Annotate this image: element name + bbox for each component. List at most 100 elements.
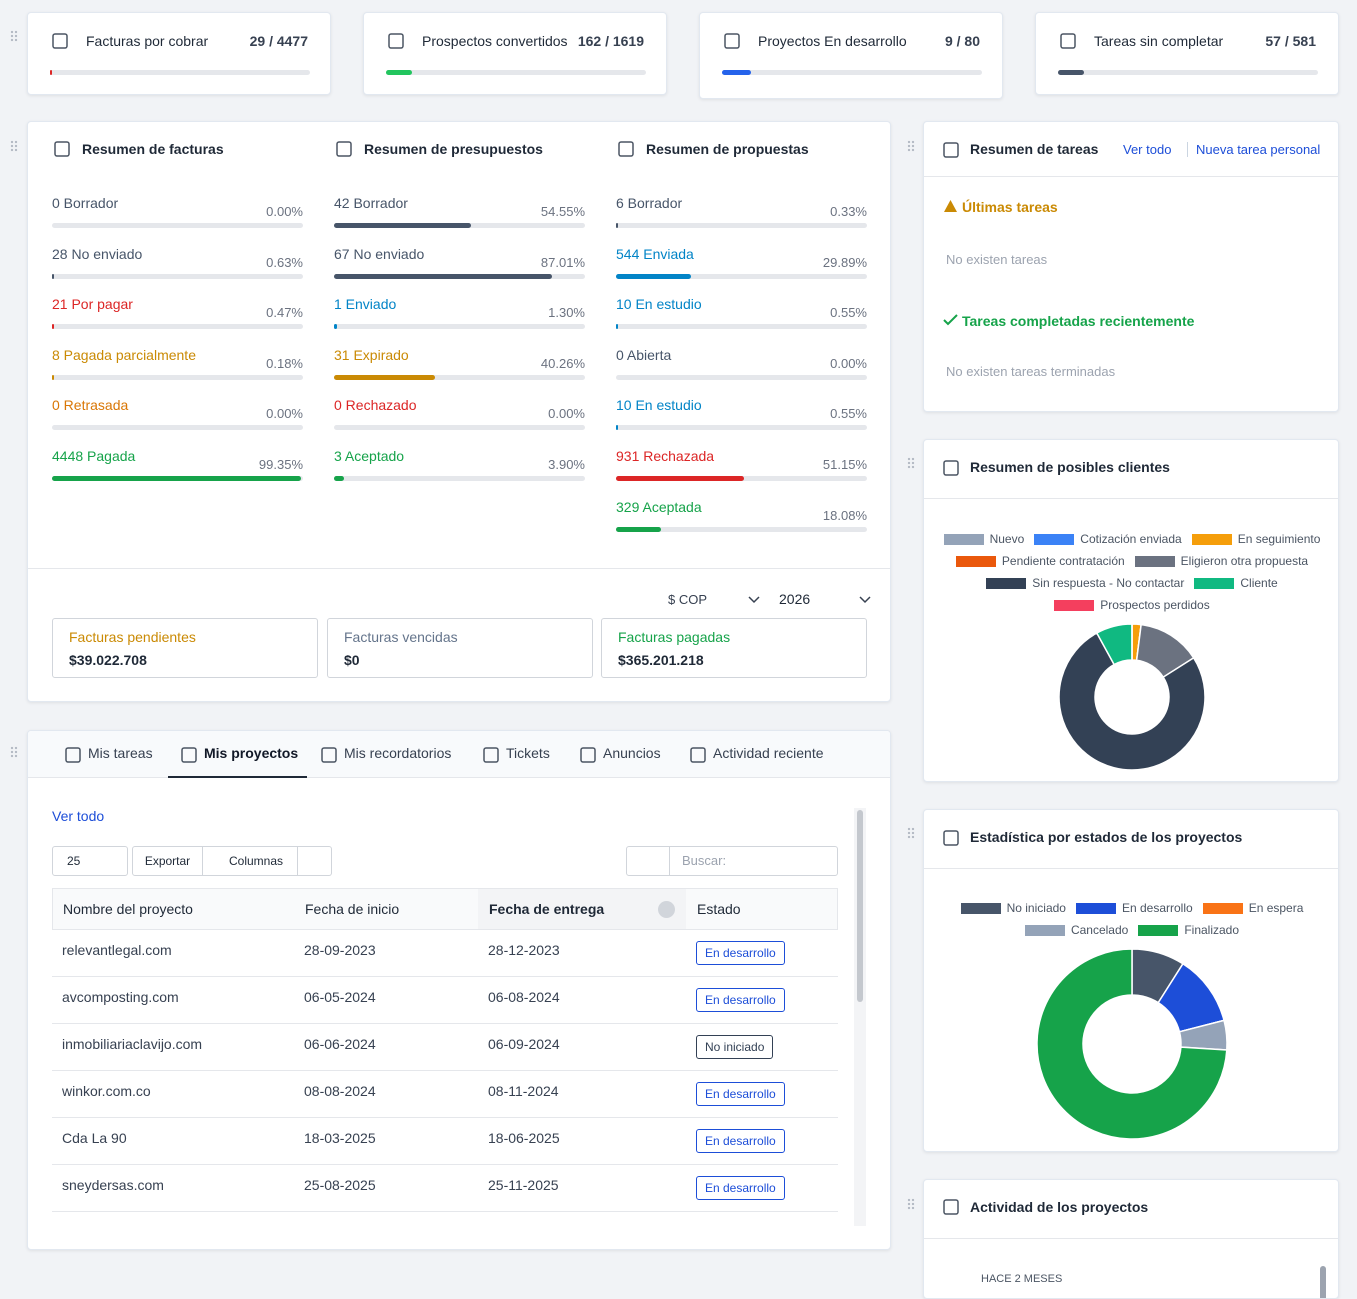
tab[interactable]: Mis recordatorios (344, 745, 452, 761)
icon-shape (52, 33, 68, 49)
status-label: 0 Rechazado (334, 397, 417, 414)
legend-swatch (1134, 555, 1175, 567)
export-button[interactable]: Exportar (132, 846, 203, 876)
total-box: Facturas pendientes $39.022.708 (52, 618, 318, 678)
scroll-thumb (857, 810, 863, 1002)
search-input[interactable]: Buscar: (669, 846, 838, 876)
status-label: 67 No enviado (334, 245, 425, 262)
legend-swatch (943, 533, 984, 545)
legend-swatch (986, 577, 1027, 589)
divider (924, 498, 1338, 499)
table-cell: relevantlegal.com (62, 942, 172, 958)
total-box: Facturas vencidas $0 (327, 618, 593, 678)
status-percent: 0.00% (830, 355, 867, 371)
tasks-panel: Resumen de tareas Ver todo Nueva tarea per… (923, 121, 1339, 412)
status-bar (334, 374, 436, 380)
icon-shape (181, 747, 197, 763)
icon-shape (65, 747, 81, 763)
legend-item: Eligieron otra propuesta (1134, 553, 1309, 569)
icon-shape (483, 747, 499, 763)
summary-panel: Resumen de facturas 0 Borrador 0.00% 28 No … (27, 121, 891, 702)
summary-title: Resumen de propuestas (646, 141, 809, 157)
year-select[interactable]: 2026 (779, 591, 811, 607)
icon (724, 33, 740, 49)
tab[interactable]: Tickets (506, 745, 550, 761)
tab-underline (168, 776, 307, 778)
legend-label: Eligieron otra propuesta (1180, 554, 1309, 568)
status-percent: 1.30% (548, 305, 585, 321)
icon-shape (943, 830, 959, 846)
icon-shape (1060, 33, 1076, 49)
status-track (52, 374, 303, 380)
status-percent: 54.55% (540, 204, 585, 219)
icon-shape (54, 141, 70, 157)
table-cell: inmobiliariaclavijo.com (62, 1036, 203, 1052)
status-percent: 0.47% (266, 305, 303, 321)
refresh-button[interactable] (297, 846, 332, 876)
activity-title: Actividad de los proyectos (970, 1199, 1149, 1215)
tab[interactable]: Actividad reciente (713, 745, 824, 761)
table-cell: 28-12-2023 (488, 942, 560, 958)
donut-chart (1036, 948, 1228, 1140)
status-percent: 3.90% (548, 457, 585, 472)
warning-shape (944, 200, 957, 212)
table-header (52, 888, 838, 930)
total-amount: $39.022.708 (69, 652, 147, 668)
status-label: 8 Pagada parcialmente (52, 346, 196, 363)
status-track (334, 425, 585, 431)
legend: Nuevo Cotización enviada En seguimiento Pen… (936, 531, 1328, 613)
icon-shape (336, 141, 352, 157)
legend-label: En desarrollo (1121, 901, 1193, 915)
check-icon (943, 314, 958, 326)
legend-swatch (1194, 577, 1235, 589)
legend-item: En espera (1202, 900, 1303, 916)
columns-button[interactable]: Columnas (202, 846, 298, 876)
currency-select[interactable]: $ COP (668, 592, 708, 607)
status-bar (616, 273, 692, 279)
legend-label: Nuevo (989, 532, 1025, 546)
status-percent: 0.00% (548, 406, 585, 422)
donut-slice (1058, 632, 1206, 771)
tab[interactable]: Mis tareas (88, 745, 153, 761)
column-header[interactable]: Estado (697, 901, 741, 917)
total-label: Facturas pendientes (69, 629, 196, 645)
status-track (616, 273, 867, 279)
status-percent: 0.00% (266, 204, 303, 219)
divider (28, 568, 890, 569)
column-header[interactable]: Fecha de entrega (489, 901, 605, 917)
stat-label: Facturas por cobrar (86, 33, 209, 49)
tab[interactable]: Anuncios (603, 745, 661, 761)
view-all-link[interactable]: Ver todo (52, 808, 105, 824)
status-percent: 0.55% (830, 406, 867, 422)
status-percent: 0.00% (266, 406, 303, 422)
tasks-title: Resumen de tareas (970, 141, 1099, 157)
column-header[interactable]: Nombre del proyecto (63, 901, 193, 917)
status-percent: 0.63% (266, 254, 303, 270)
table-cell: 08-11-2024 (488, 1083, 559, 1099)
tab-icon (483, 747, 499, 763)
status-badge: No iniciado (696, 1035, 774, 1059)
status-label: 931 Rechazada (616, 448, 715, 464)
page-size-select[interactable]: 25 (52, 846, 128, 876)
status-bar (616, 324, 618, 330)
table-cell: avcomposting.com (62, 989, 179, 1005)
drag-handle (10, 140, 18, 152)
tab[interactable]: Mis proyectos (204, 745, 299, 761)
progress-bar (1058, 70, 1084, 75)
icon (943, 830, 959, 846)
table-cell: sneydersas.com (62, 1177, 164, 1193)
column-header[interactable]: Fecha de inicio (305, 901, 400, 917)
row-border (52, 1070, 838, 1071)
status-percent: 40.26% (540, 355, 585, 371)
icon (618, 141, 634, 157)
legend-swatch (1034, 533, 1075, 545)
legend-swatch (1054, 599, 1095, 611)
drag-handle (907, 457, 915, 469)
total-label: Facturas vencidas (344, 629, 458, 645)
status-badge: En desarrollo (696, 1176, 785, 1200)
new-task-link[interactable]: Nueva tarea personal (1196, 142, 1321, 157)
view-all-link[interactable]: Ver todo (1123, 142, 1172, 157)
table-cell: 06-05-2024 (304, 989, 376, 1005)
status-percent: 51.15% (822, 457, 867, 472)
legend-label: Sin respuesta - No contactar (1032, 576, 1185, 590)
